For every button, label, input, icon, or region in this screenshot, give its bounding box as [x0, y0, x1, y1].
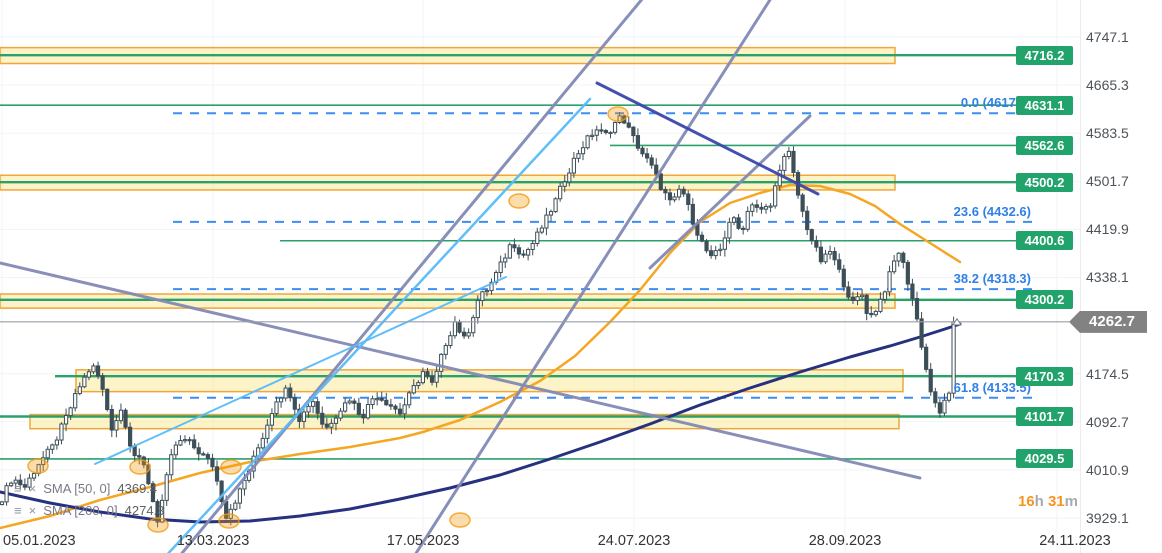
ascending-slate-long — [414, 0, 772, 553]
descending-slate-long — [0, 261, 922, 480]
countdown-hours-unit: h — [1034, 493, 1044, 510]
pivot-marker — [27, 458, 49, 474]
ascending-slate-mid — [180, 0, 644, 553]
price-level-lines[interactable] — [0, 53, 1016, 460]
candle-countdown: 16h 31m — [1018, 493, 1078, 510]
trendlines-layer[interactable] — [0, 0, 922, 553]
supply-demand-zone — [75, 369, 904, 393]
pivot-markers-layer[interactable] — [27, 106, 629, 533]
pivot-marker — [220, 459, 242, 475]
price-axis-separator — [1080, 0, 1081, 553]
countdown-minutes: 31 — [1047, 493, 1065, 510]
ascending-cyan-steep — [166, 97, 592, 553]
pivot-marker — [607, 106, 629, 122]
pivot-marker — [129, 459, 151, 475]
ascending-slate-short — [648, 114, 812, 270]
pivot-marker — [508, 193, 530, 209]
sma-line — [0, 322, 962, 524]
pivot-marker — [218, 513, 240, 529]
countdown-minutes-unit: m — [1064, 493, 1078, 510]
countdown-hours: 16 — [1017, 493, 1035, 510]
descending-navy — [595, 81, 820, 196]
fib-retracement-lines[interactable] — [173, 112, 1036, 399]
pivot-marker — [449, 512, 471, 528]
pivot-marker — [147, 517, 169, 533]
gridlines-layer — [0, 0, 1080, 553]
supply-demand-zone — [0, 293, 896, 309]
ascending-cyan-shallow — [94, 276, 507, 465]
last-price-marker — [952, 317, 962, 326]
supply-demand-zone — [29, 413, 900, 430]
